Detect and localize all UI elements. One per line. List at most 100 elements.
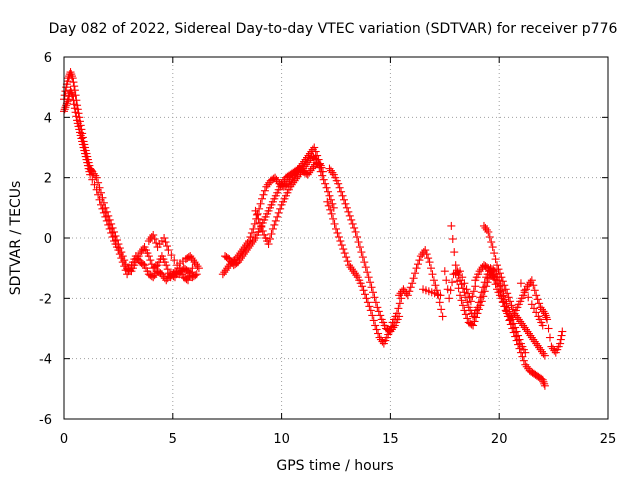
data-point [144,252,153,261]
series-track-B [60,86,197,285]
data-point [527,300,536,309]
data-point [530,337,539,346]
data-point [352,271,361,280]
x-tick-label: 25 [600,432,617,447]
data-point [438,312,447,321]
data-point [295,170,304,179]
data-point [493,261,502,270]
y-tick-label: 4 [44,111,52,126]
y-tick-label: -6 [39,413,52,428]
data-point [321,179,330,188]
data-point [361,263,370,272]
data-point [157,270,166,279]
data-point [62,101,71,110]
data-point [67,88,76,97]
data-point [530,304,539,313]
data-point [255,204,264,213]
data-point [133,254,142,263]
data-point [92,185,101,194]
data-point [70,104,79,113]
data-point [431,281,440,290]
data-point [479,292,488,301]
data-point [539,377,548,386]
data-point [541,311,550,320]
data-point [358,253,367,262]
data-point [160,234,169,242]
data-point [470,317,479,326]
data-point [260,186,269,195]
data-point [503,289,512,298]
data-point [428,270,437,279]
data-point [161,238,170,247]
data-point [522,362,531,371]
data-point [136,249,145,258]
data-point [101,212,110,221]
data-point [533,341,542,350]
x-tick-label: 0 [60,432,68,447]
data-point [389,323,398,332]
data-point [292,174,301,183]
data-point [322,183,331,192]
data-point [394,304,403,313]
data-point [540,381,549,390]
data-point [162,242,171,251]
data-point [498,277,507,286]
data-point [458,273,467,282]
data-point [469,287,478,296]
data-point [95,195,104,204]
data-point [524,329,533,338]
data-point [241,248,250,257]
data-point [287,180,296,189]
data-point [305,168,314,177]
data-point [323,197,332,206]
data-point [516,317,525,326]
data-point [309,162,318,171]
data-point [342,203,351,212]
data-point [326,205,335,214]
data-point [488,243,497,252]
data-point [545,333,554,342]
data-point [370,293,379,302]
data-point [342,253,351,262]
data-point [425,258,434,267]
data-point [435,298,444,307]
data-point [533,295,542,304]
data-point [368,311,377,320]
y-tick-labels: -6 -4 -2 0 2 4 6 [39,51,52,428]
data-point [268,224,277,233]
data-point [328,199,337,208]
series-track-H [325,164,404,336]
data-point [477,265,486,274]
data-point [445,294,454,303]
data-point [473,309,482,318]
data-point [508,324,517,333]
x-tick-label: 10 [273,432,290,447]
data-point [547,342,556,351]
data-point [264,240,273,249]
data-point [427,264,436,273]
data-point [519,321,528,330]
data-point [350,223,359,232]
data-point [536,345,545,354]
data-point [358,282,367,291]
data-point [162,276,171,285]
data-point [279,177,288,186]
data-point [520,323,529,332]
data-points [60,68,567,390]
data-point [471,313,480,322]
data-point [454,284,463,293]
data-point [61,103,70,112]
data-point [447,221,456,230]
data-point [442,276,451,285]
data-point [354,238,363,247]
data-point [152,239,161,248]
data-point [446,286,455,295]
series-track-L [479,221,549,360]
data-point [336,237,345,246]
data-point [221,266,230,275]
data-point [329,214,338,223]
data-point [485,266,494,275]
data-point [361,290,370,299]
data-point [102,216,111,225]
data-point [494,265,503,274]
